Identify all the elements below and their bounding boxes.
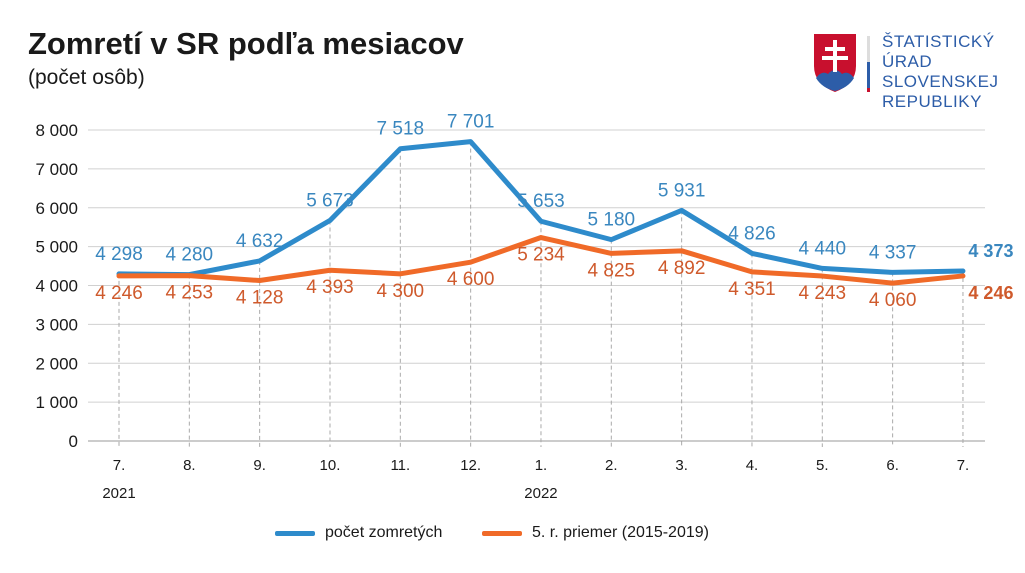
data-label: 4 060	[869, 290, 917, 311]
data-label: 7 701	[447, 112, 495, 133]
logo-text: ŠTATISTICKÝ ÚRAD SLOVENSKEJ REPUBLIKY	[882, 32, 999, 111]
y-tick-label: 8 000	[35, 121, 78, 140]
y-tick-label: 2 000	[35, 354, 78, 373]
data-label: 4 440	[799, 238, 847, 259]
legend-item-deaths: počet zomretých	[275, 524, 442, 542]
chart-title: Zomretí v SR podľa mesiacov	[28, 26, 464, 61]
year-label: 2022	[524, 485, 557, 502]
data-label: 4 825	[588, 260, 636, 281]
y-tick-label: 0	[69, 432, 78, 451]
data-label: 4 337	[869, 242, 917, 263]
x-tick-label: 9.	[253, 457, 266, 474]
chart-subtitle: (počet osôb)	[28, 66, 145, 89]
series-line-0	[116, 139, 966, 278]
x-tick-label: 3.	[675, 457, 688, 474]
x-tick-label: 7.	[113, 457, 126, 474]
series-line-1	[116, 235, 966, 286]
data-label: 5 234	[517, 245, 565, 266]
data-label: 4 300	[377, 281, 425, 302]
data-label: 4 253	[166, 283, 214, 304]
legend-swatch	[275, 530, 315, 536]
x-tick-label: 8.	[183, 457, 196, 474]
data-label: 4 826	[728, 223, 776, 244]
legend-item-average: 5. r. priemer (2015-2019)	[482, 524, 709, 542]
data-label: 4 298	[95, 244, 143, 265]
data-label: 4 892	[658, 258, 706, 279]
x-tick-label: 2.	[605, 457, 618, 474]
y-tick-label: 6 000	[35, 199, 78, 218]
data-label: 4 393	[306, 277, 354, 298]
year-label: 2021	[102, 485, 135, 502]
x-tick-label: 5.	[816, 457, 829, 474]
y-tick-label: 7 000	[35, 160, 78, 179]
data-label: 4 246	[95, 283, 143, 304]
x-tick-label: 4.	[746, 457, 759, 474]
x-tick-label: 1.	[535, 457, 548, 474]
data-label: 4 632	[236, 231, 284, 252]
y-tick-label: 5 000	[35, 238, 78, 257]
x-tick-label: 11.	[390, 457, 410, 474]
data-label: 4 280	[166, 245, 214, 266]
y-tick-label: 4 000	[35, 277, 78, 296]
x-tick-label: 10.	[320, 457, 341, 474]
logo: ŠTATISTICKÝ ÚRAD SLOVENSKEJ REPUBLIKY	[812, 32, 1012, 117]
data-label: 4 373	[968, 241, 1013, 261]
data-label: 4 128	[236, 288, 284, 309]
data-label: 5 180	[588, 210, 636, 231]
y-tick-label: 3 000	[35, 315, 78, 334]
data-label: 4 243	[799, 283, 847, 304]
data-label: 7 518	[377, 119, 425, 140]
x-tick-label: 6.	[886, 457, 899, 474]
legend-swatch	[482, 530, 522, 536]
x-tick-label: 12.	[460, 457, 481, 474]
data-label: 4 246	[968, 283, 1013, 303]
data-label: 5 673	[306, 190, 354, 211]
data-label: 5 653	[517, 191, 565, 212]
data-label: 4 600	[447, 269, 495, 290]
y-tick-label: 1 000	[35, 393, 78, 412]
x-tick-label: 7.	[957, 457, 970, 474]
data-label: 4 351	[728, 279, 776, 300]
data-label: 5 931	[658, 180, 706, 201]
